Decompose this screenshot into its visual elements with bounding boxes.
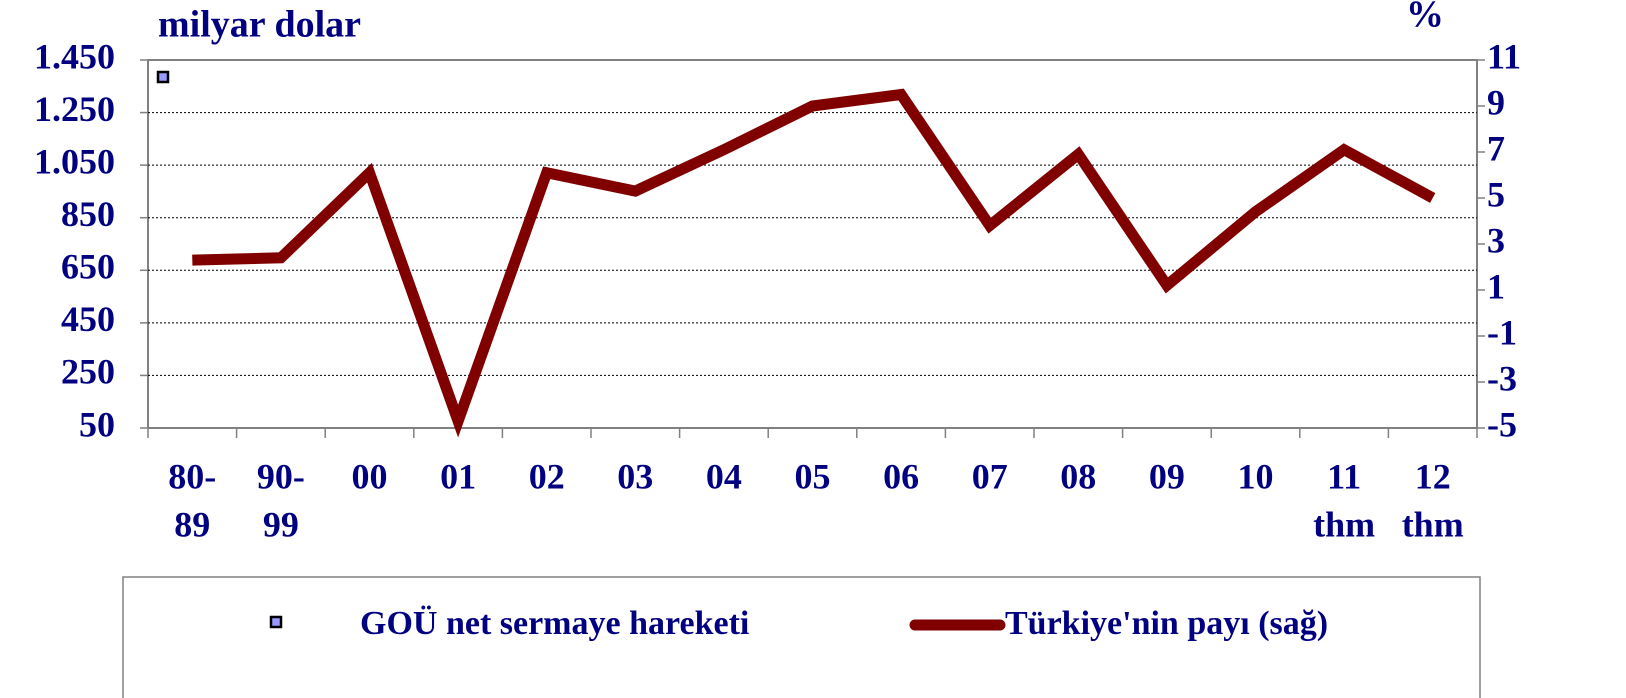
x-tick-label: 11 bbox=[1327, 456, 1361, 496]
y-tick-label: 1.250 bbox=[34, 89, 115, 129]
y2-axis-title: % bbox=[1406, 0, 1444, 36]
legend-marker bbox=[269, 615, 283, 629]
legend-label: GOÜ net sermaye hareketi bbox=[360, 605, 749, 642]
y-tick-label: 650 bbox=[61, 247, 115, 287]
y2-tick-label: 3 bbox=[1487, 220, 1505, 260]
x-tick-label: thm bbox=[1313, 504, 1375, 544]
x-tick-label: 02 bbox=[529, 456, 565, 496]
y2-tick-label: 5 bbox=[1487, 174, 1505, 214]
y2-tick-label: -3 bbox=[1487, 358, 1517, 398]
stray-marker bbox=[156, 70, 170, 84]
x-tick-label: 01 bbox=[440, 456, 476, 496]
y-tick-label: 850 bbox=[61, 194, 115, 234]
x-tick-label: 07 bbox=[972, 456, 1008, 496]
y2-tick-label: 9 bbox=[1487, 82, 1505, 122]
x-tick-label: 04 bbox=[706, 456, 742, 496]
y-axis-title: milyar dolar bbox=[158, 4, 361, 46]
plot-area bbox=[147, 59, 1478, 429]
legend-box bbox=[122, 576, 1481, 698]
y2-tick-label: -1 bbox=[1487, 312, 1517, 352]
legend: GOÜ net sermaye hareketi Türkiye'nin payı… bbox=[269, 605, 1328, 642]
x-tick-label: 00 bbox=[352, 456, 388, 496]
y-tick-label: 450 bbox=[61, 299, 115, 339]
x-tick-label: 05 bbox=[795, 456, 831, 496]
x-tick-label: 03 bbox=[617, 456, 653, 496]
x-tick-label: thm bbox=[1402, 504, 1464, 544]
y-tick-label: 1.050 bbox=[34, 141, 115, 181]
y-tick-label: 1.450 bbox=[34, 36, 115, 76]
x-tick-label: 89 bbox=[174, 504, 210, 544]
x-tick-label: 09 bbox=[1149, 456, 1185, 496]
series-line bbox=[192, 88, 1436, 438]
y2-tick-label: 11 bbox=[1487, 36, 1521, 76]
x-tick-label: 99 bbox=[263, 504, 299, 544]
legend-label: Türkiye'nin payı (sağ) bbox=[1005, 605, 1328, 642]
x-tick-label: 12 bbox=[1415, 456, 1451, 496]
y2-tick-label: 1 bbox=[1487, 266, 1505, 306]
y-tick-label: 50 bbox=[79, 404, 115, 444]
y2-tick-label: 7 bbox=[1487, 128, 1505, 168]
x-tick-label: 80- bbox=[168, 456, 216, 496]
y-tick-label: 250 bbox=[61, 352, 115, 392]
x-tick-label: 90- bbox=[257, 456, 305, 496]
x-tick-label: 08 bbox=[1060, 456, 1096, 496]
x-tick-label: 06 bbox=[883, 456, 919, 496]
x-tick-label: 10 bbox=[1238, 456, 1274, 496]
y2-tick-label: -5 bbox=[1487, 404, 1517, 444]
